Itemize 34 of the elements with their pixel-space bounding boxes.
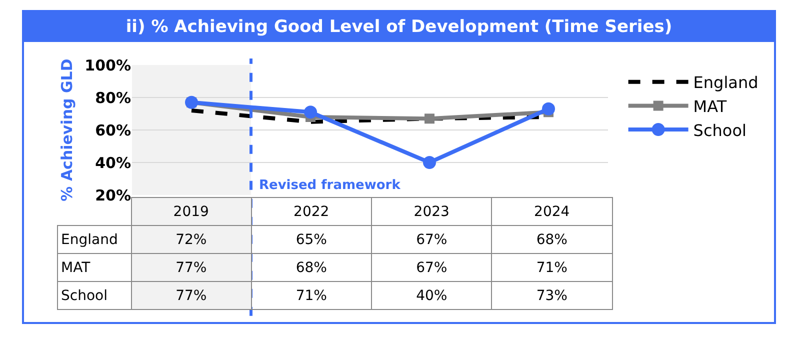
data-label: 71%	[492, 254, 612, 282]
data-label: 40%	[372, 282, 492, 310]
x-tick-label: 2023	[372, 198, 492, 226]
chart-title: ii) % Achieving Good Level of Development (Time Series)	[24, 12, 774, 42]
y-tick-label: 60%	[95, 121, 131, 140]
data-label: 65%	[251, 226, 372, 254]
legend-label: School	[693, 120, 746, 140]
ref-line-label: Revised framework	[259, 178, 401, 193]
y-tick-label: 20%	[95, 186, 131, 204]
y-tick-label: 40%	[95, 154, 131, 172]
point	[542, 102, 555, 116]
data-label: 68%	[492, 226, 612, 254]
point	[424, 114, 434, 124]
data-label: 77%	[131, 254, 252, 282]
data-label: 73%	[492, 282, 612, 310]
data-label: 68%	[251, 254, 372, 282]
text: School	[61, 288, 108, 304]
legend-label: MAT	[693, 96, 727, 116]
x-tick-label: 2019	[131, 198, 252, 226]
text: England	[61, 232, 118, 248]
point	[304, 106, 317, 119]
data-label: 77%	[131, 282, 252, 310]
data-label: 67%	[372, 254, 492, 282]
text: MAT	[61, 260, 90, 276]
data-label: 71%	[251, 282, 372, 310]
x-tick-label: 2024	[492, 198, 612, 226]
legend-label: England	[693, 73, 758, 92]
x-tick-label: 2022	[251, 198, 372, 226]
data-label: 72%	[131, 226, 252, 254]
y-tick-label: 100%	[84, 56, 131, 74]
y-axis-title: % Achieving GLD	[58, 58, 76, 202]
y-tick-label: 80%	[95, 88, 131, 107]
point	[423, 156, 436, 169]
data-label: 67%	[372, 226, 492, 254]
